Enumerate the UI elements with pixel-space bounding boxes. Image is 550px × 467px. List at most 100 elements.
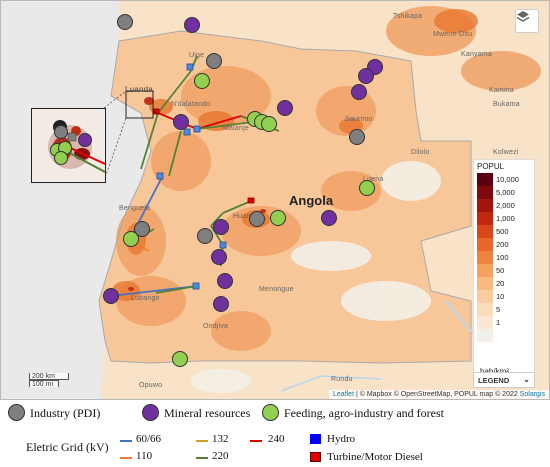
density-label: 1 [496, 318, 501, 327]
mineral-marker[interactable] [217, 273, 233, 289]
place-opuwo: Opuwo [139, 382, 163, 389]
density-label: 2,000 [496, 201, 515, 210]
density-swatch [477, 329, 493, 342]
mineral-marker[interactable] [184, 17, 200, 33]
grid-legend-title: Eletric Grid (kV) [26, 440, 109, 454]
grid-110-label: 110 [136, 450, 153, 462]
grid-240-label: 240 [268, 433, 285, 445]
place-lubango: Lubango [131, 295, 160, 302]
legend-toggle-button[interactable]: LEGEND ⌄ [473, 372, 535, 388]
mineral-marker[interactable] [351, 84, 367, 100]
solargis-link[interactable]: Solargis [519, 391, 545, 398]
country-label: Angola [289, 193, 334, 208]
density-legend-row: 500 [474, 225, 534, 238]
map-attribution: Leaflet | © Mapbox © OpenStreetMap, POPU… [329, 390, 549, 399]
grid-60-66-label: 60/66 [136, 433, 162, 445]
place-huambo: Huambo [233, 213, 261, 220]
density-swatch [477, 173, 493, 186]
place-saurimo: Saurimo [345, 116, 373, 123]
density-legend-row: 10 [474, 290, 534, 303]
mineral-marker[interactable] [321, 210, 337, 226]
scale-km: 200 km [29, 373, 69, 380]
diesel-swatch [310, 452, 321, 462]
density-legend-row: 1 [474, 316, 534, 329]
density-legend-row: 2,000 [474, 199, 534, 212]
population-map[interactable]: Uige Luanda N'dalatando Malanje Saurimo … [0, 0, 550, 400]
density-swatch [477, 238, 493, 251]
density-legend-title: POPUL [477, 162, 505, 171]
density-label: 50 [496, 266, 505, 275]
density-swatch [477, 199, 493, 212]
legend-mineral-swatch [142, 404, 159, 421]
industry-marker[interactable] [197, 228, 213, 244]
layers-icon [516, 11, 530, 22]
industry-marker[interactable] [117, 14, 133, 30]
density-label: 10,000 [496, 175, 519, 184]
industry-marker[interactable] [134, 221, 150, 237]
legend-industry-label: Industry (PDI) [30, 406, 101, 420]
density-legend-row: 50 [474, 264, 534, 277]
industry-marker[interactable] [206, 53, 222, 69]
place-luena: Luena [363, 176, 384, 183]
density-swatch [477, 251, 493, 264]
place-rundu: Rundu [331, 376, 353, 383]
feeding-marker[interactable] [194, 73, 210, 89]
legend-toggle-label: LEGEND [478, 376, 510, 385]
layers-button[interactable] [515, 9, 539, 33]
density-legend: POPUL 10,000 5,000 2,000 1,000 500 200 100 50 20… [473, 159, 535, 381]
density-legend-row: 5,000 [474, 186, 534, 199]
map-canvas [1, 1, 549, 399]
place-uige: Uige [189, 52, 205, 59]
density-swatch [477, 186, 493, 199]
scale-bar: 200 km 100 mi [29, 373, 69, 388]
hydro-swatch [310, 434, 321, 444]
density-swatch [477, 277, 493, 290]
density-swatch [477, 212, 493, 225]
industry-marker[interactable] [349, 129, 365, 145]
grid-132-label: 132 [212, 433, 229, 445]
chevron-down-icon: ⌄ [523, 375, 530, 384]
grid-110-line [120, 457, 132, 459]
density-swatch [477, 225, 493, 238]
inset-feeding-marker [54, 151, 68, 165]
grid-60-66-line [120, 440, 132, 442]
mineral-marker[interactable] [213, 219, 229, 235]
mineral-marker[interactable] [103, 288, 119, 304]
hydro-label: Hydro [327, 433, 356, 445]
luanda-inset [31, 108, 106, 183]
density-swatch [477, 303, 493, 316]
feeding-marker[interactable] [261, 116, 277, 132]
mineral-marker[interactable] [213, 296, 229, 312]
density-label: 5 [496, 305, 501, 314]
mineral-marker[interactable] [277, 100, 293, 116]
feeding-marker[interactable] [123, 231, 139, 247]
density-swatch [477, 316, 493, 329]
density-legend-row: 100 [474, 251, 534, 264]
mineral-marker[interactable] [173, 114, 189, 130]
mineral-marker[interactable] [358, 68, 374, 84]
place-bukama: Bukama [493, 101, 520, 108]
density-swatch [477, 290, 493, 303]
legend-mineral-label: Mineral resources [164, 406, 251, 420]
inset-industry-marker [54, 125, 68, 139]
density-label: 10 [496, 292, 505, 301]
place-malanje: Malanje [223, 125, 249, 132]
density-label: 500 [496, 227, 509, 236]
density-legend-row: 200 [474, 238, 534, 251]
density-legend-row: 5 [474, 303, 534, 316]
mineral-marker[interactable] [211, 249, 227, 265]
leaflet-link[interactable]: Leaflet [333, 391, 355, 398]
density-legend-row: 10,000 [474, 173, 534, 186]
feeding-marker[interactable] [172, 351, 188, 367]
feeding-marker[interactable] [270, 210, 286, 226]
place-kanyama: Kanyama [461, 51, 492, 58]
place-tshikapa: Tshikapa [393, 13, 423, 20]
density-unit: hab/km² [480, 367, 509, 376]
grid-132-line [196, 440, 208, 442]
industry-marker[interactable] [249, 211, 265, 227]
density-legend-row: 20 [474, 277, 534, 290]
place-menongue: Menongue [259, 286, 294, 293]
feeding-marker[interactable] [359, 180, 375, 196]
place-kolwezi: Kolwezi [493, 149, 519, 156]
density-label: 20 [496, 279, 505, 288]
